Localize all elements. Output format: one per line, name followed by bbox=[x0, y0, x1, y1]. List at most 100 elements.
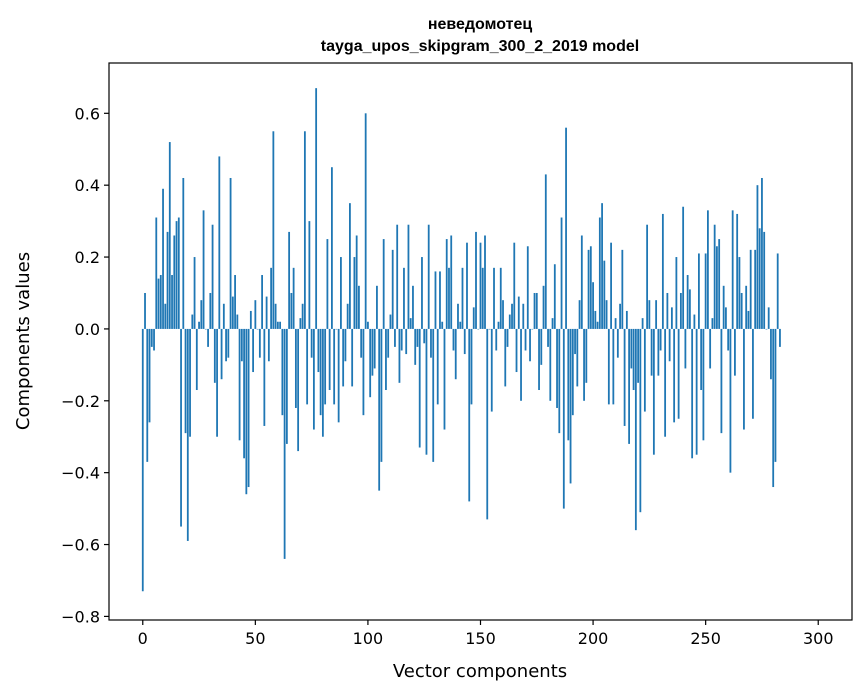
bar-50 bbox=[254, 300, 257, 329]
bar-203 bbox=[598, 217, 601, 329]
bar-19 bbox=[184, 328, 187, 434]
bar-208 bbox=[610, 242, 612, 329]
bar-62 bbox=[281, 328, 284, 416]
bar-229 bbox=[657, 328, 660, 376]
bar-5 bbox=[153, 328, 155, 351]
plot-frame bbox=[108, 62, 853, 621]
bar-147 bbox=[472, 307, 475, 329]
bar-94 bbox=[353, 257, 356, 329]
bar-105 bbox=[378, 328, 381, 491]
bar-145 bbox=[468, 328, 471, 502]
bar-71 bbox=[301, 303, 304, 329]
bar-140 bbox=[457, 303, 459, 329]
bar-273 bbox=[756, 185, 759, 329]
bar-23 bbox=[193, 257, 196, 329]
bar-161 bbox=[504, 328, 507, 387]
bar-49 bbox=[252, 328, 254, 373]
bar-85 bbox=[333, 328, 336, 405]
x-tick-label: 0 bbox=[138, 629, 148, 648]
bar-187 bbox=[562, 328, 565, 509]
bar-82 bbox=[326, 239, 329, 329]
bar-259 bbox=[725, 307, 727, 329]
bar-88 bbox=[340, 257, 342, 329]
bar-265 bbox=[738, 257, 741, 329]
bar-108 bbox=[385, 328, 387, 391]
bar-178 bbox=[542, 285, 545, 329]
bar-18 bbox=[182, 177, 185, 329]
x-tick-label: 200 bbox=[578, 629, 609, 648]
y-axis-label: Components values bbox=[13, 252, 34, 430]
bar-144 bbox=[466, 242, 468, 329]
bar-91 bbox=[346, 303, 349, 329]
bar-0 bbox=[141, 328, 144, 592]
bar-142 bbox=[461, 267, 464, 329]
bar-126 bbox=[425, 328, 428, 455]
bar-206 bbox=[605, 300, 608, 329]
y-axis-ticks: −0.8 −0.6 −0.4 −0.2 0.0 0.2 0.4 0.6 bbox=[61, 104, 109, 626]
bar-118 bbox=[407, 224, 410, 329]
bar-158 bbox=[497, 321, 500, 329]
bar-239 bbox=[679, 292, 682, 329]
bar-107 bbox=[382, 239, 385, 329]
bar-58 bbox=[272, 131, 275, 329]
bar-52 bbox=[258, 328, 261, 358]
chart-subtitle: tayga_upos_skipgram_300_2_2019 model bbox=[321, 38, 639, 55]
bar-135 bbox=[445, 239, 448, 329]
bar-197 bbox=[585, 328, 588, 383]
bar-17 bbox=[180, 328, 182, 527]
bar-75 bbox=[310, 328, 313, 358]
bar-230 bbox=[659, 328, 662, 351]
bar-253 bbox=[711, 318, 714, 329]
bar-134 bbox=[443, 328, 446, 430]
bar-74 bbox=[308, 221, 311, 329]
bar-263 bbox=[734, 328, 736, 376]
bar-70 bbox=[299, 318, 302, 329]
bar-56 bbox=[267, 328, 270, 362]
bar-29 bbox=[207, 328, 209, 347]
bar-12 bbox=[168, 142, 171, 329]
bar-268 bbox=[745, 285, 748, 329]
bar-237 bbox=[675, 257, 678, 329]
bar-250 bbox=[704, 253, 707, 329]
bar-248 bbox=[700, 328, 703, 391]
bar-196 bbox=[583, 328, 585, 401]
bar-98 bbox=[362, 328, 365, 416]
bar-210 bbox=[614, 318, 617, 329]
bar-92 bbox=[349, 203, 351, 329]
bar-269 bbox=[747, 310, 750, 329]
bar-189 bbox=[567, 328, 570, 441]
bar-236 bbox=[673, 328, 676, 423]
bar-176 bbox=[538, 328, 540, 391]
bar-170 bbox=[524, 328, 527, 351]
bar-76 bbox=[312, 328, 315, 430]
bar-281 bbox=[774, 328, 777, 462]
bar-6 bbox=[155, 217, 158, 329]
bar-72 bbox=[303, 131, 306, 329]
bar-252 bbox=[709, 328, 712, 369]
bar-84 bbox=[331, 167, 333, 329]
bar-191 bbox=[571, 328, 574, 416]
bar-184 bbox=[556, 328, 558, 408]
bar-132 bbox=[439, 271, 441, 329]
y-tick-label: −0.6 bbox=[61, 536, 100, 555]
bar-168 bbox=[520, 328, 522, 401]
bar-181 bbox=[549, 328, 552, 401]
bars-group bbox=[141, 88, 781, 592]
bar-117 bbox=[405, 328, 408, 355]
bar-280 bbox=[772, 328, 775, 488]
bar-66 bbox=[290, 292, 293, 329]
bar-116 bbox=[403, 267, 405, 329]
bar-41 bbox=[234, 275, 236, 329]
bar-202 bbox=[596, 321, 599, 329]
bar-198 bbox=[587, 249, 590, 329]
bar-25 bbox=[198, 321, 200, 329]
bar-106 bbox=[380, 328, 383, 462]
bar-136 bbox=[448, 267, 450, 329]
bar-243 bbox=[688, 289, 691, 329]
bar-262 bbox=[731, 210, 734, 329]
bar-95 bbox=[355, 235, 358, 329]
bar-215 bbox=[625, 310, 628, 329]
bar-209 bbox=[612, 328, 615, 405]
bar-278 bbox=[767, 307, 770, 329]
